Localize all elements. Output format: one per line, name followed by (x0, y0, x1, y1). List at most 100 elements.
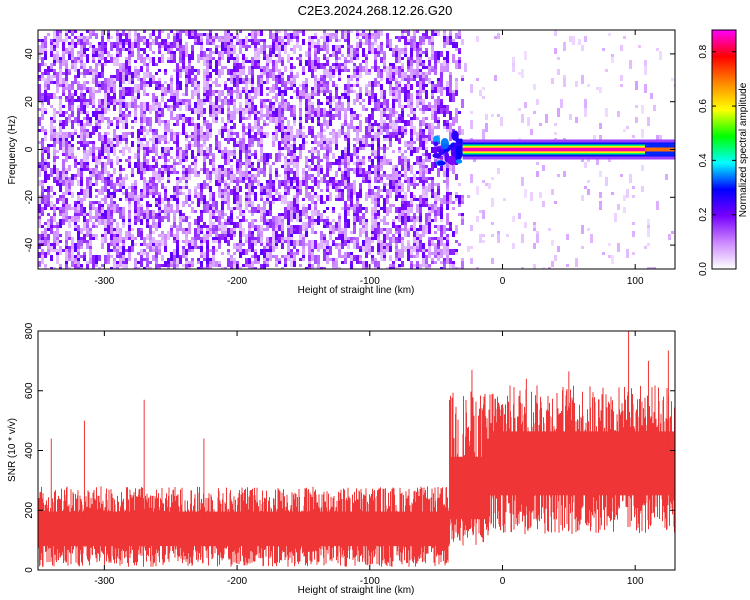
spectrogram-cell (224, 84, 227, 90)
spectrogram-cell (254, 228, 257, 231)
spectrogram-cell (431, 180, 434, 189)
spectrogram-cell (128, 42, 131, 48)
spectrogram-cell (272, 201, 275, 204)
spectrogram-cell (167, 153, 170, 156)
spectrogram-cell (227, 78, 230, 81)
spectrogram-cell (230, 114, 233, 120)
spectrogram-cell (272, 66, 275, 75)
spectrogram-cell (41, 213, 44, 216)
spectrogram-cell (275, 54, 278, 57)
spectrogram-cell (566, 234, 569, 240)
spectrogram-cell (332, 267, 335, 269)
spectrogram-cell (440, 108, 443, 114)
spectrogram-cell (53, 141, 56, 150)
spectrogram-cell (425, 195, 428, 198)
spectrogram-cell (74, 129, 77, 132)
spectrogram-cell (350, 183, 353, 192)
spectrogram-cell (101, 42, 104, 51)
spectrogram-cell (254, 267, 257, 269)
spectrogram-cell (278, 48, 281, 51)
spectrogram-cell (110, 240, 113, 243)
spectrogram-cell (344, 66, 347, 69)
spectrogram-cell (116, 162, 119, 165)
spectrogram-cell (71, 42, 74, 45)
spectrogram-cell (293, 171, 296, 180)
spectrogram-cell (422, 255, 425, 258)
spectrogram-cell (440, 213, 443, 222)
spectrogram-cell (410, 153, 413, 156)
spectrogram-cell (89, 228, 92, 231)
spectrogram-cell (395, 180, 398, 183)
spectrogram-cell (242, 69, 245, 75)
spectrogram-cell (161, 216, 164, 222)
spectrogram-cell (398, 237, 401, 243)
spectrogram-cell (317, 117, 320, 120)
spectrogram-cell (308, 204, 311, 210)
spectrogram-cell (458, 36, 461, 39)
spectrogram-cell (89, 42, 92, 48)
spectrogram-cell (221, 231, 224, 234)
spectrogram-cell (281, 243, 284, 249)
spectrogram-cell (350, 75, 353, 81)
spectrogram-cell (236, 162, 239, 168)
spectrogram-cell (365, 87, 368, 93)
spectrogram-cell (221, 177, 224, 180)
spectrogram-cell (134, 195, 137, 201)
spectrogram-cell (239, 138, 242, 141)
spectrogram-cell (254, 36, 257, 45)
spectrogram-cell (407, 69, 410, 72)
spectrogram-cell (101, 150, 104, 159)
spectrogram-cell (329, 114, 332, 123)
spectrogram-cell (128, 66, 131, 72)
spectrogram-cell (104, 150, 107, 153)
spectrogram-cell (437, 99, 440, 108)
spectrogram-cell (251, 135, 254, 138)
spectrogram-cell (215, 69, 218, 75)
spectrogram-cell (104, 183, 107, 192)
spectrogram-cell (524, 189, 527, 198)
spectrogram-cell (431, 69, 434, 72)
spectrogram-cell (332, 261, 335, 264)
spectrogram-cell (446, 255, 449, 264)
spectrogram-cell (143, 126, 146, 132)
spectrogram-cell (173, 171, 176, 174)
spectrogram-cell (392, 90, 395, 93)
spectrogram-cell (527, 117, 530, 126)
spectrogram-cell (269, 252, 272, 261)
spectrogram-cell (56, 180, 59, 186)
spectrogram-cell (53, 60, 56, 63)
spectrogram-cell (404, 180, 407, 183)
spectrogram-cell (410, 264, 413, 269)
spectrogram-cell (347, 54, 350, 57)
spectrogram-cell (95, 180, 98, 186)
spectrogram-cell (98, 45, 101, 51)
spectrogram-cell (203, 258, 206, 261)
spectrogram-cell (245, 165, 248, 171)
spectrogram-cell (77, 225, 80, 234)
spectrogram-cell (428, 267, 431, 269)
spectrogram-cell (536, 234, 539, 243)
spectrogram-cell (272, 216, 275, 225)
spectrogram-cell (191, 162, 194, 165)
spectrogram-cell (89, 219, 92, 222)
spectrogram-cell (107, 78, 110, 87)
spectrogram-cell (257, 168, 260, 171)
spectrogram-cell (203, 201, 206, 204)
spectrogram-cell (380, 51, 383, 54)
spectrogram-cell (65, 255, 68, 261)
spectrogram-cell (221, 69, 224, 72)
spectrogram-cell (440, 66, 443, 72)
spectrogram-cell (293, 240, 296, 249)
spectrogram-cell (320, 123, 323, 129)
spectrogram-cell (119, 63, 122, 66)
spectrogram-cell (407, 201, 410, 210)
spectrogram-cell (143, 102, 146, 111)
spectrogram-cell (434, 201, 437, 204)
spectrogram-cell (194, 81, 197, 90)
spectrogram-cell (110, 201, 113, 210)
spectrogram-cell (101, 264, 104, 267)
spectrogram-cell (200, 267, 203, 269)
spectrogram-cell (173, 168, 176, 171)
spectrogram-cell (269, 180, 272, 189)
spectrogram-cell (362, 213, 365, 222)
